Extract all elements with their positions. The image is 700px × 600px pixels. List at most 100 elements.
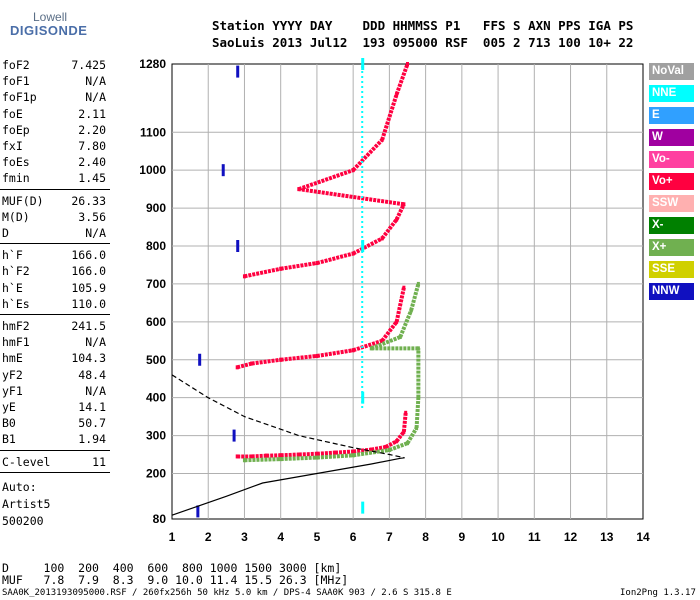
header-row-1: Station YYYY DAY DDD HHMMSS P1 FFS S AXN…	[212, 18, 634, 33]
param-row-hF2: h`F2 166.0	[2, 263, 106, 279]
param-key: h`Es	[2, 296, 30, 311]
trace-segment-vo	[352, 338, 383, 353]
x-tick-label: 1	[169, 530, 176, 544]
param-value: 2.11	[78, 106, 106, 121]
trace-segment-vo	[370, 444, 387, 452]
x-tick-label: 2	[205, 530, 212, 544]
data-point-vo	[351, 168, 355, 173]
data-point-vo	[395, 439, 399, 444]
trace-segment-vo	[351, 138, 384, 172]
data-point-nnw	[221, 164, 225, 177]
legend-item-nnw: NNW	[649, 283, 694, 300]
legend-item-e: E	[649, 107, 694, 124]
param-key: foF2	[2, 58, 30, 72]
x-tick-label: 6	[350, 530, 357, 544]
legend-item-vo: Vo-	[649, 151, 694, 168]
trace-segment-x	[280, 455, 318, 462]
legend-item-vo: Vo+	[649, 173, 694, 190]
footer-file-info: SAA0K_2013193095000.RSF / 260fx256h 50 k…	[2, 588, 452, 598]
auto-label: Auto:	[2, 480, 37, 494]
trace-segment-vo	[280, 353, 318, 362]
param-value: 105.9	[71, 280, 106, 295]
trace-segment-vo	[394, 63, 410, 96]
param-value: 7.80	[78, 139, 106, 153]
trace-segment-vo	[298, 187, 405, 207]
trace-segment-vo	[384, 439, 398, 449]
trace-segment-vo	[394, 287, 406, 323]
param-row-yF2: yF2 48.4	[2, 367, 106, 383]
legend-item-sse: SSE	[649, 261, 694, 278]
data-point-vo	[380, 137, 384, 142]
trace-segment-vo	[394, 203, 406, 221]
trace-segment-vo	[298, 168, 354, 192]
x-tick-label: 3	[241, 530, 248, 544]
footer-d-row: D 100 200 400 600 800 1000 1500 3000 [km…	[2, 561, 342, 575]
trace-segment-x	[370, 335, 401, 351]
y-tick-label: 1280	[139, 57, 166, 71]
density-profile-extrapolation	[171, 374, 405, 459]
param-separator	[0, 449, 110, 451]
data-point-nnw	[236, 240, 240, 252]
param-key: fmin	[2, 171, 30, 186]
param-value: 1.45	[78, 171, 106, 186]
param-key: yE	[2, 400, 16, 414]
param-row-fmin: fmin 1.45	[2, 170, 106, 186]
x-tick-label: 11	[528, 530, 541, 544]
param-row-foEp: foEp 2.20	[2, 122, 106, 138]
data-point-vo	[315, 261, 319, 266]
param-key: hmF1	[2, 335, 30, 350]
trace-segment-vo	[334, 449, 354, 455]
trace-segment-x	[405, 426, 419, 445]
param-separator	[0, 471, 110, 473]
param-key: M(D)	[2, 209, 30, 224]
data-point-x	[416, 395, 420, 400]
param-key: foF1	[2, 74, 30, 89]
x-tick-label: 12	[564, 530, 578, 544]
trace-segment-vo	[401, 412, 408, 432]
param-key: C-level	[2, 454, 51, 469]
data-point-nne	[361, 58, 365, 70]
x-tick-label: 7	[386, 530, 393, 544]
param-row-Clevel: C-level 11	[2, 454, 106, 470]
param-value: 26.33	[71, 193, 106, 208]
param-value: 50.7	[78, 416, 106, 431]
param-row-fxI: fxI 7.80	[2, 138, 106, 154]
trace-segment-vo	[251, 453, 267, 459]
data-point-nnw	[198, 353, 202, 366]
y-tick-label: 800	[146, 239, 166, 253]
x-tick-label: 8	[422, 530, 429, 544]
param-value: 7.425	[71, 58, 106, 72]
param-value: 1.94	[78, 432, 106, 447]
data-point-vo	[380, 236, 384, 241]
data-point-vo	[384, 444, 388, 449]
trace-segment-vo	[236, 361, 253, 370]
data-point-vo	[242, 274, 246, 279]
param-row-foF2: foF2 7.425	[2, 57, 106, 73]
param-row-foF1: foF1 N/A	[2, 73, 106, 89]
trace-segment-vo	[316, 251, 354, 265]
param-row-hmF1: hmF1 N/A	[2, 334, 106, 350]
data-point-vo	[402, 429, 406, 434]
data-point-vo	[297, 452, 301, 457]
param-key: foEs	[2, 155, 30, 170]
param-row-yE: yE 14.1	[2, 399, 106, 415]
trace-segment-vo	[244, 266, 282, 279]
trace-segment-vo	[280, 452, 299, 458]
data-point-vo	[279, 453, 283, 458]
trace-segment-vo	[251, 357, 281, 366]
density-profile-curve	[171, 457, 405, 516]
header-row-2: SaoLuis 2013 Jul12 193 095000 RSF 005 2 …	[212, 35, 634, 50]
legend-item-w: W	[649, 129, 694, 146]
param-value: N/A	[85, 90, 106, 105]
param-key: foEp	[2, 122, 30, 137]
y-tick-label: 1100	[140, 125, 166, 139]
param-row-foEs: foEs 2.40	[2, 154, 106, 170]
param-key: B1	[2, 432, 16, 447]
logo-digisonde: DIGISONDE	[10, 23, 88, 38]
data-point-x	[416, 281, 420, 286]
data-point-x	[279, 457, 283, 462]
data-point-x	[242, 458, 246, 463]
data-point-x	[406, 441, 409, 446]
data-point-vo	[250, 361, 254, 366]
